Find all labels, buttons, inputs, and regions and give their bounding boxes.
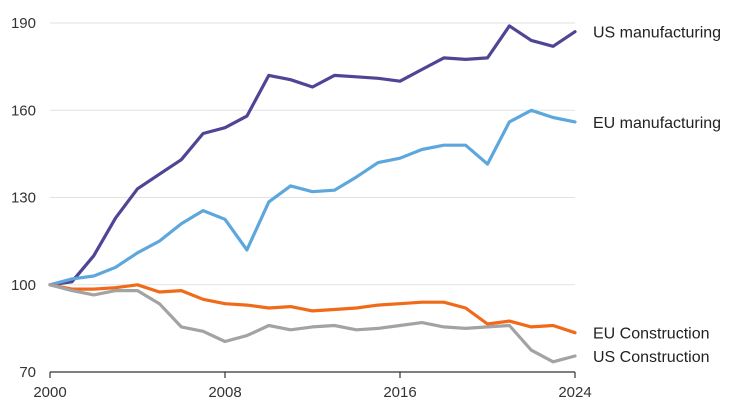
- series-line-eu-manufacturing: [48, 108, 577, 287]
- x-tick-label: 2024: [558, 384, 591, 401]
- series-label-us-manufacturing: US manufacturing: [593, 25, 721, 42]
- y-axis-tick-labels: 70 100 130 160 190: [11, 15, 36, 381]
- x-tick-label: 2000: [33, 384, 66, 401]
- y-tick-label: 190: [11, 15, 36, 32]
- series-line-eu-construction: [48, 283, 577, 335]
- series-lines: [48, 24, 577, 364]
- x-tick-label: 2008: [208, 384, 241, 401]
- grid-lines: [50, 22, 575, 286]
- series-labels: US manufacturing EU manufacturing EU Const…: [593, 25, 721, 366]
- series-label-eu-construction: EU Construction: [593, 326, 710, 343]
- series-line-us-construction: [48, 283, 577, 364]
- x-axis-tick-labels: 2000 2008 2016 2024: [33, 372, 592, 401]
- y-tick-label: 70: [19, 364, 36, 381]
- series-label-eu-manufacturing: EU manufacturing: [593, 115, 721, 132]
- y-tick-label: 130: [11, 190, 36, 207]
- series-label-us-construction: US Construction: [593, 349, 710, 366]
- series-line-us-manufacturing: [48, 24, 577, 287]
- y-tick-label: 100: [11, 277, 36, 294]
- x-tick-label: 2016: [383, 384, 416, 401]
- y-tick-label: 160: [11, 102, 36, 119]
